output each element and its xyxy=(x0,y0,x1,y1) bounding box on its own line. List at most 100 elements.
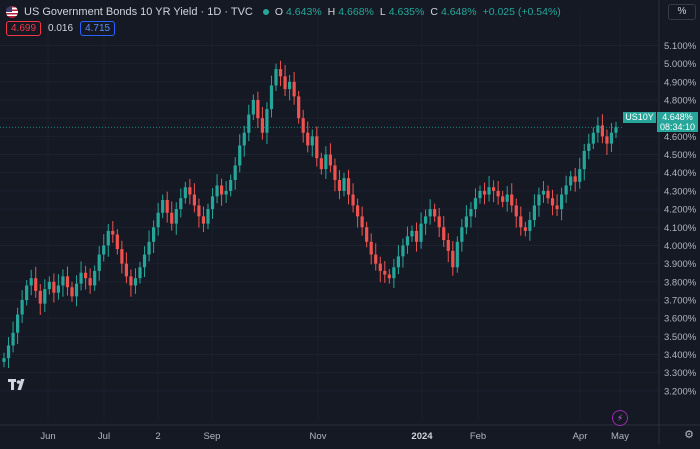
close-key: C xyxy=(430,6,438,18)
x-tick-label: Sep xyxy=(204,431,221,442)
candle-body xyxy=(550,198,555,206)
candle-body xyxy=(65,276,70,288)
candle-body xyxy=(369,241,373,255)
candle-body xyxy=(97,254,101,271)
y-tick-label: 4.300% xyxy=(664,186,697,197)
candle-body xyxy=(201,216,206,224)
low-key: L xyxy=(379,6,386,18)
candle-body xyxy=(578,169,582,182)
candle-body xyxy=(342,178,346,191)
candle-body xyxy=(374,254,378,264)
candle-body xyxy=(174,209,178,224)
candle-body xyxy=(152,227,156,242)
candle-body xyxy=(306,132,310,146)
candle-body xyxy=(6,345,11,359)
candle-body xyxy=(414,230,419,242)
candle-body xyxy=(297,96,301,119)
x-tick-label: May xyxy=(611,431,629,442)
candle-body xyxy=(446,240,450,251)
candle-body xyxy=(442,227,446,240)
ask-button[interactable]: 4.715 xyxy=(80,21,116,36)
candle-body xyxy=(47,281,51,290)
candle-body xyxy=(88,278,92,286)
candle-body xyxy=(283,76,287,90)
candle-body xyxy=(220,185,224,195)
x-tick-label: Nov xyxy=(310,431,327,442)
y-tick-label: 3.800% xyxy=(664,277,697,288)
candle-body xyxy=(61,276,65,286)
spread-value: 0.016 xyxy=(48,23,74,34)
candle-body xyxy=(346,178,351,195)
open-key: O xyxy=(274,6,284,18)
candle-body xyxy=(133,278,138,286)
candle-body xyxy=(605,136,609,144)
candle-body xyxy=(265,109,269,133)
gear-icon[interactable]: ⚙ xyxy=(684,429,694,441)
candle-body xyxy=(405,236,410,246)
candle-body xyxy=(120,249,124,264)
symbol-price-tag: US10Y xyxy=(623,112,656,123)
candle-body xyxy=(473,198,478,210)
candle-body xyxy=(356,205,360,217)
candle-body xyxy=(106,230,110,246)
candle-body xyxy=(269,85,274,110)
y-tick-label: 4.500% xyxy=(664,150,697,161)
candle-body xyxy=(387,274,391,279)
candle-body xyxy=(197,205,201,217)
candle-body xyxy=(510,194,514,206)
candle-body xyxy=(537,194,541,206)
candle-body xyxy=(79,272,83,284)
candle-body xyxy=(464,216,468,228)
candle-body xyxy=(365,227,369,242)
candle-body xyxy=(383,270,387,275)
candle-body xyxy=(478,190,482,199)
candle-body xyxy=(532,205,536,220)
percent-scale-toggle[interactable]: % xyxy=(668,4,696,20)
candle-body xyxy=(247,114,251,133)
high-value: 4.668% xyxy=(338,6,374,18)
candle-body xyxy=(392,267,396,279)
quote-row: 4.699 0.016 4.715 xyxy=(6,21,116,36)
candle-body xyxy=(310,136,314,146)
y-tick-label: 4.900% xyxy=(664,77,697,88)
candle-body xyxy=(84,272,88,279)
us-flag-icon xyxy=(6,6,18,18)
candle-body xyxy=(11,332,15,346)
candle-body xyxy=(396,256,400,268)
candle-body xyxy=(188,187,192,195)
candle-body xyxy=(523,227,527,231)
x-tick-label: Jul xyxy=(98,431,110,442)
candle-body xyxy=(25,285,29,300)
candle-body xyxy=(519,216,523,228)
candle-body xyxy=(102,245,106,255)
candle-body xyxy=(43,289,47,304)
candle-body xyxy=(437,216,441,228)
candle-body xyxy=(337,180,342,191)
candle-body xyxy=(278,69,283,77)
candle-body xyxy=(424,216,428,224)
y-tick-label: 4.100% xyxy=(664,223,697,234)
bid-button[interactable]: 4.699 xyxy=(6,21,42,36)
candle-body xyxy=(433,209,437,217)
chart-header: US Government Bonds 10 YR Yield · 1D · T… xyxy=(6,4,564,20)
tradingview-logo[interactable] xyxy=(8,378,28,392)
candle-body xyxy=(74,283,79,297)
candle-body xyxy=(560,194,564,210)
candle-body xyxy=(514,205,518,217)
bar-countdown: 08:34:10 xyxy=(659,122,696,132)
candle-body xyxy=(555,205,559,210)
candle-body xyxy=(165,200,169,213)
x-tick-label: 2024 xyxy=(411,431,433,442)
x-tick-label: Apr xyxy=(573,431,588,442)
y-tick-label: 3.700% xyxy=(664,296,697,307)
market-status-dot xyxy=(262,9,269,15)
candle-body xyxy=(229,180,233,191)
candle-body xyxy=(274,69,278,86)
candle-body xyxy=(292,81,296,97)
candle-body xyxy=(38,290,42,304)
symbol-title[interactable]: US Government Bonds 10 YR Yield · 1D · T… xyxy=(24,6,253,18)
lightning-icon[interactable]: ⚡ xyxy=(612,410,628,426)
candle-body xyxy=(487,187,491,195)
